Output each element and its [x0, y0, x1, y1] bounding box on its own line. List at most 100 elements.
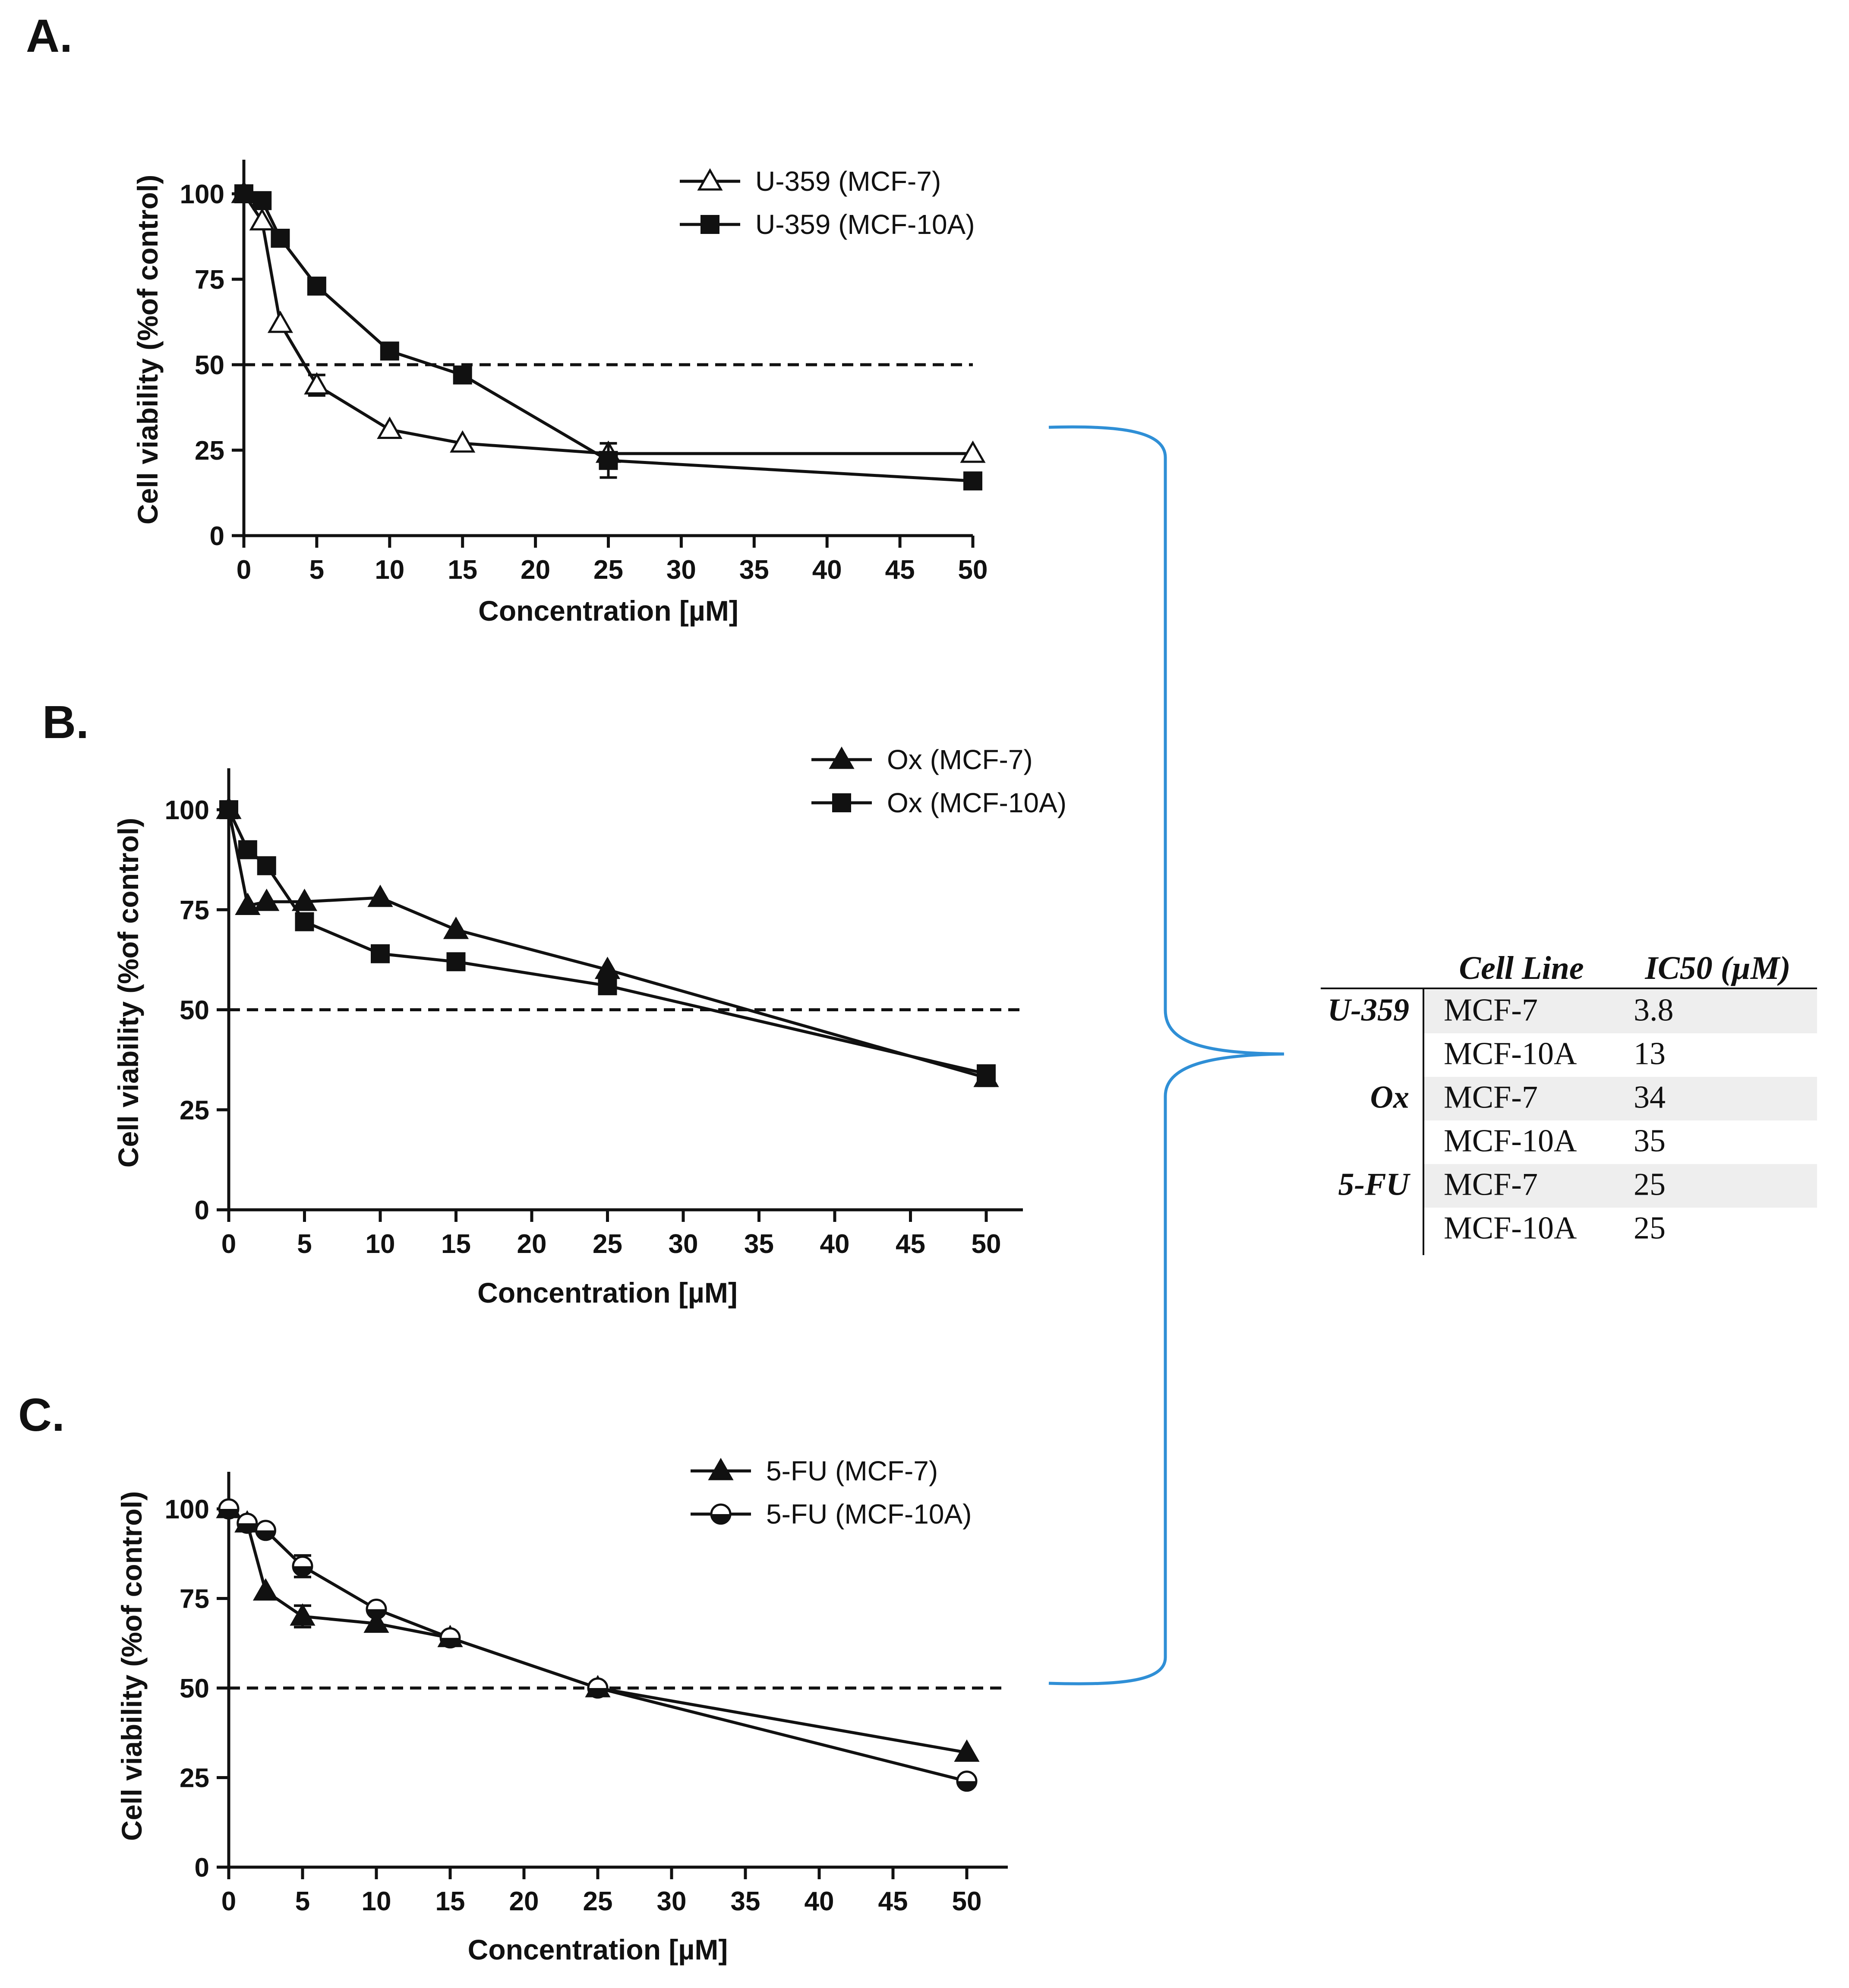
x-tick-label: 45: [885, 555, 915, 585]
table-row-shade: [1423, 1077, 1817, 1120]
y-tick-label: 0: [195, 1196, 209, 1225]
y-axis-title: Cell viability (%of control): [132, 175, 164, 524]
data-point: [235, 893, 261, 915]
x-tick-label: 10: [362, 1887, 391, 1916]
table-compound: Ox: [1370, 1080, 1409, 1115]
table-ic50-value: 3.8: [1634, 993, 1674, 1028]
table-ic50-value: 25: [1634, 1211, 1666, 1246]
x-tick-label: 50: [972, 1229, 1001, 1259]
x-tick-label: 30: [666, 555, 696, 585]
ic50-table: Cell Line IC50 (µM) U-359 MCF-7 3.8 MCF-10A 13…: [1321, 950, 1817, 1255]
data-point: [380, 341, 399, 361]
table-compound: 5-FU: [1338, 1167, 1411, 1202]
data-point: [271, 228, 290, 248]
data-point: [267, 310, 293, 333]
legend-label: 5-FU (MCF-7): [766, 1455, 938, 1486]
y-tick-label: 50: [180, 1674, 209, 1704]
x-axis-title: Concentration [µM]: [478, 595, 738, 627]
data-point: [257, 856, 276, 875]
y-tick-label: 100: [165, 1495, 209, 1524]
x-tick-label: 45: [878, 1887, 908, 1916]
legend-label: Ox (MCF-10A): [887, 787, 1066, 818]
data-point: [307, 276, 326, 296]
data-point: [254, 888, 280, 911]
y-tick-label: 0: [195, 1853, 209, 1883]
legend-marker: [700, 215, 719, 234]
data-point: [598, 976, 617, 995]
legend-marker: [832, 793, 851, 812]
data-point: [238, 840, 257, 859]
y-tick-label: 75: [195, 265, 224, 295]
data-point: [450, 430, 476, 453]
series-2: [219, 800, 996, 1083]
chart-panel-1: A. 0 25 50 75 100 0 5 10 15 20 25 30 35 40 45 50 Concentr…: [26, 9, 988, 627]
x-tick-label: 25: [593, 555, 623, 585]
table-ic50-value: 25: [1634, 1167, 1666, 1202]
x-tick-label: 30: [657, 1887, 687, 1916]
table-cell-line: MCF-10A: [1444, 1211, 1577, 1246]
y-axis-title: Cell viability (%of control): [112, 818, 144, 1168]
x-tick-label: 15: [448, 555, 477, 585]
data-point: [453, 365, 472, 385]
x-tick-label: 20: [521, 555, 550, 585]
x-tick-label: 0: [237, 555, 251, 585]
table-ic50-value: 13: [1634, 1036, 1666, 1072]
data-point: [963, 471, 982, 491]
data-point: [249, 208, 275, 230]
data-point: [371, 944, 390, 963]
data-point: [587, 1677, 609, 1699]
data-point: [219, 800, 238, 819]
table-row-shade: [1423, 1164, 1817, 1208]
data-point: [954, 1739, 980, 1762]
table-ic50-value: 34: [1634, 1080, 1666, 1115]
y-tick-label: 50: [195, 350, 224, 380]
data-point: [363, 1610, 389, 1633]
y-tick-label: 100: [165, 795, 209, 825]
data-point: [290, 1603, 316, 1626]
chart-panel-3: C. 0 25 50 75 100 0 5 10 15 20 25 30 35 40 45 50 Concentr…: [18, 1388, 1008, 1966]
data-point: [439, 1627, 461, 1649]
data-point: [366, 1598, 387, 1620]
data-point: [956, 1770, 978, 1792]
x-tick-label: 50: [958, 555, 988, 585]
table-cell-line: MCF-7: [1444, 993, 1538, 1028]
y-tick-label: 0: [210, 521, 224, 551]
data-point: [237, 1512, 258, 1534]
legend-marker: [829, 746, 855, 769]
x-tick-label: 15: [435, 1887, 465, 1916]
x-tick-label: 5: [297, 1229, 312, 1259]
x-tick-label: 5: [309, 555, 324, 585]
y-tick-label: 25: [180, 1764, 209, 1793]
series-line: [227, 809, 987, 1076]
y-axis-title: Cell viability (%of control): [116, 1491, 148, 1841]
y-tick-label: 25: [180, 1095, 209, 1125]
data-point: [960, 440, 986, 463]
data-point: [234, 184, 253, 203]
legend-marker: [710, 1503, 732, 1525]
legend-label: 5-FU (MCF-10A): [766, 1499, 972, 1530]
data-point: [304, 372, 330, 394]
y-tick-label: 100: [180, 180, 224, 209]
series-2: [234, 184, 982, 491]
series-1: [216, 1496, 980, 1762]
panel-label: A.: [26, 9, 73, 62]
x-tick-label: 0: [221, 1229, 236, 1259]
x-tick-label: 45: [896, 1229, 925, 1259]
x-axis-title: Concentration [µM]: [477, 1277, 738, 1309]
x-tick-label: 40: [820, 1229, 850, 1259]
panel-label: B.: [42, 696, 89, 748]
data-point: [291, 888, 318, 911]
x-tick-label: 15: [441, 1229, 471, 1259]
legend-label: U-359 (MCF-10A): [755, 209, 975, 240]
y-tick-label: 50: [180, 996, 209, 1026]
x-tick-label: 20: [517, 1229, 547, 1259]
y-tick-label: 75: [180, 1584, 209, 1614]
data-point: [292, 1556, 313, 1577]
legend-marker: [697, 168, 723, 191]
curly-bracket: [1048, 425, 1284, 1685]
x-tick-label: 40: [812, 555, 842, 585]
table-ic50-value: 35: [1634, 1123, 1666, 1159]
series-line: [243, 193, 973, 455]
data-point: [377, 417, 403, 439]
